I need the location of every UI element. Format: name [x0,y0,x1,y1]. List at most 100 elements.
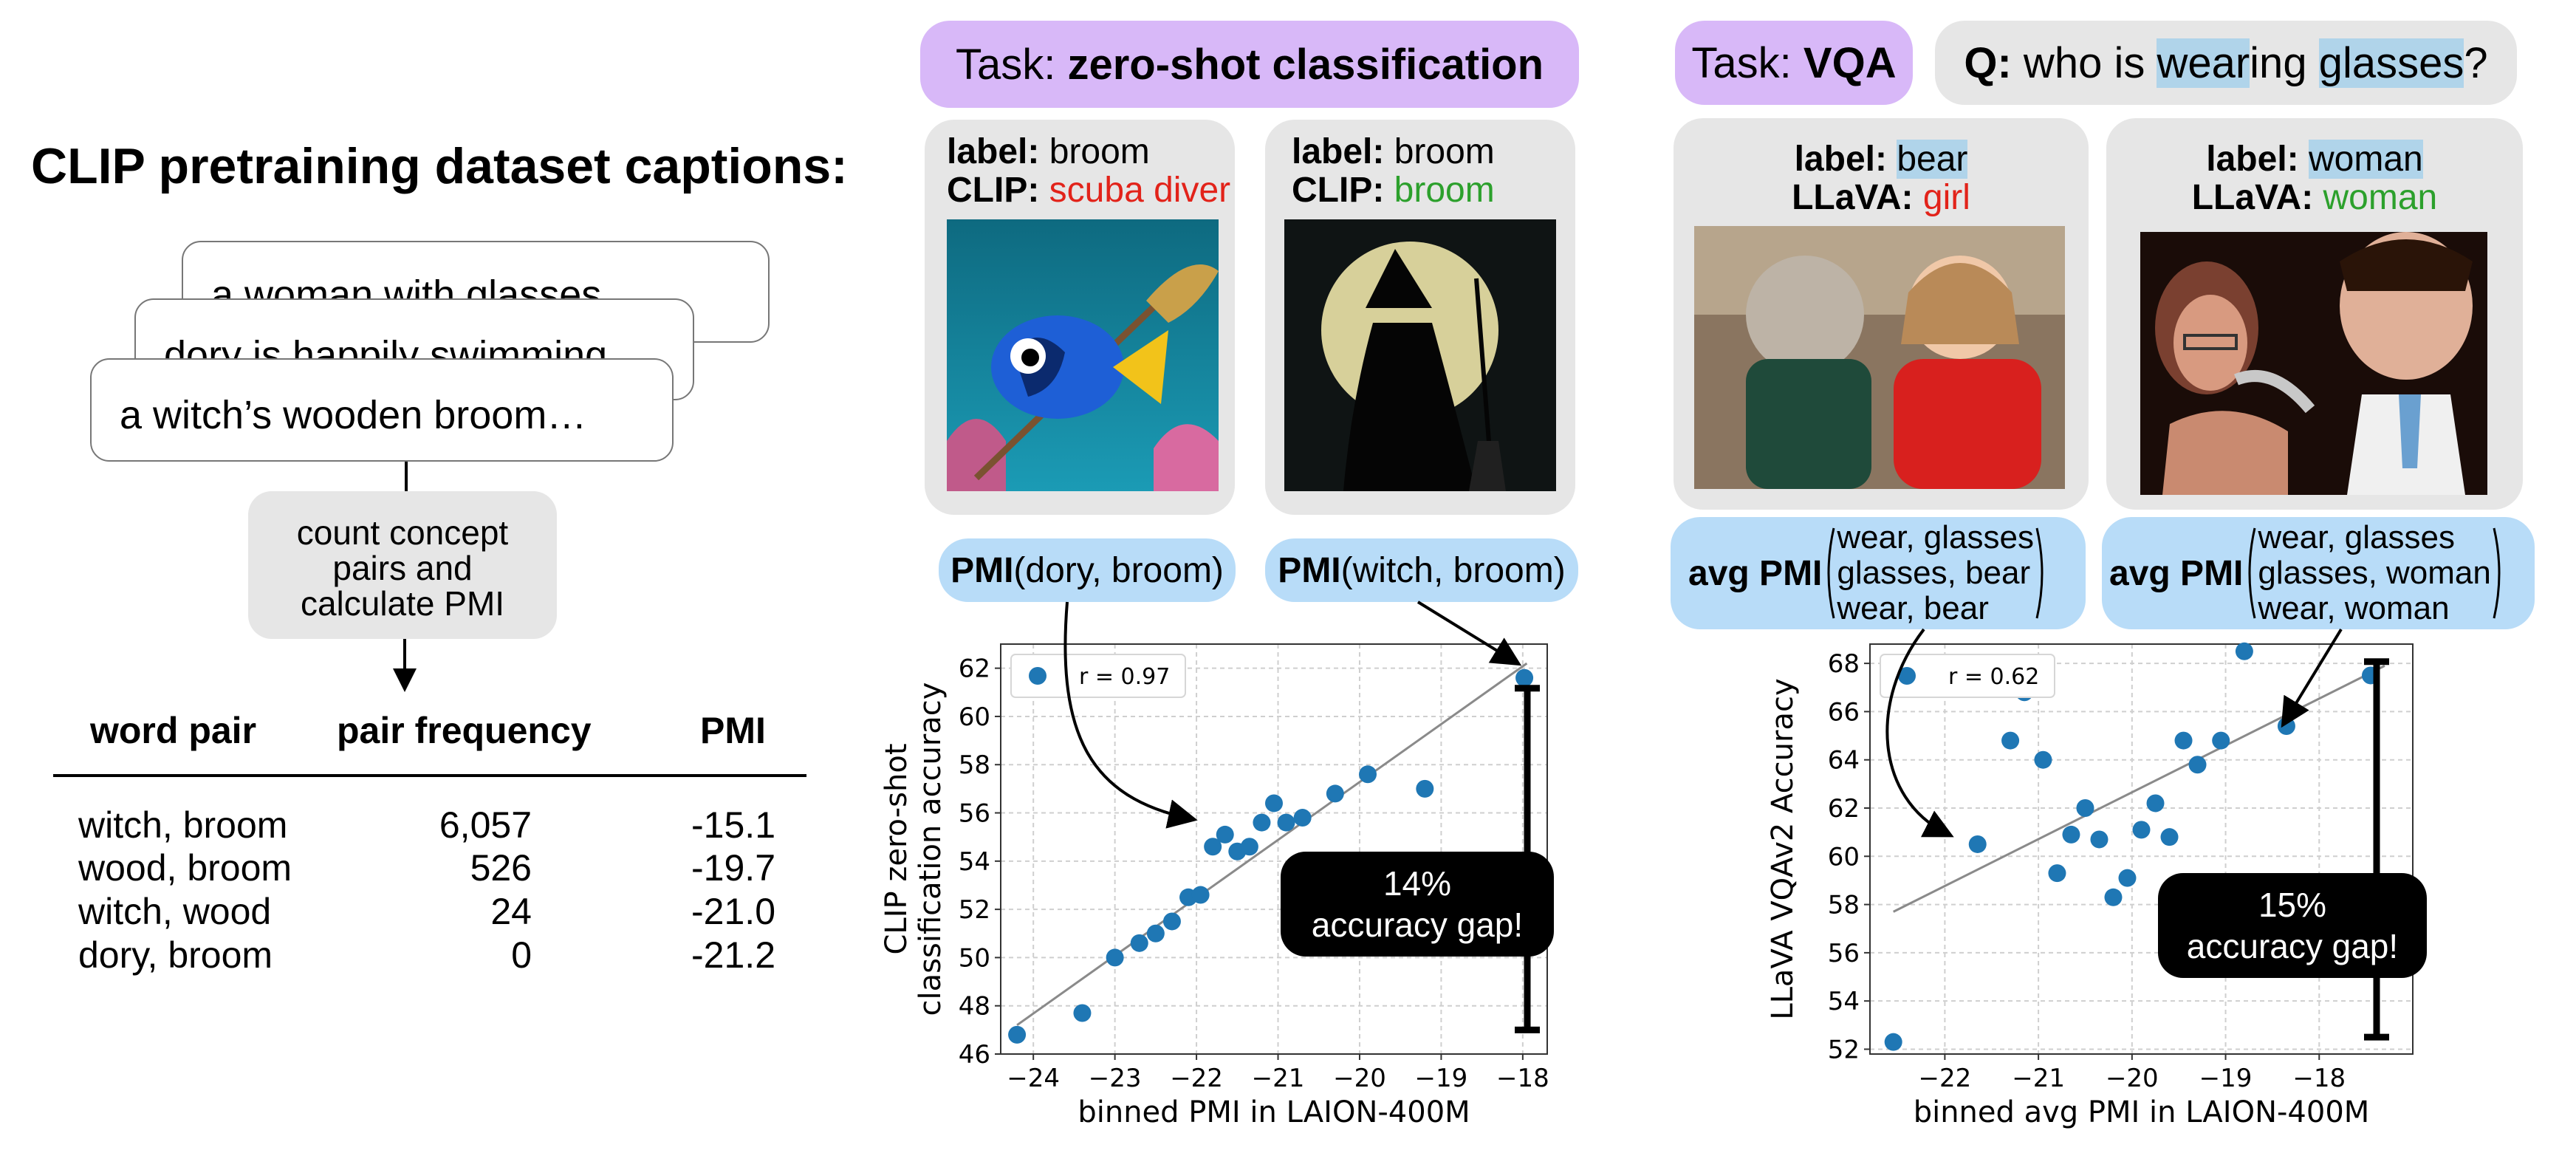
data-point [1277,813,1295,832]
table-header-pmi: PMI [700,710,766,751]
table-cell: wood, broom [78,847,292,889]
data-point [1265,794,1283,812]
y-tick-label: 48 [959,992,990,1022]
data-point [1293,809,1312,827]
data-point [2090,830,2109,849]
data-point [2104,888,2123,906]
gap-text: accuracy gap! [1311,906,1524,944]
y-tick-label: 58 [1828,891,1860,920]
question-text: ? [2464,38,2488,87]
paren-right-icon [2493,527,2501,619]
pmi-pair: wear, glasses [1837,519,2034,555]
y-tick-label: 64 [1828,746,1860,776]
y-tick-label: 60 [959,702,990,732]
pred-key: LLaVA: [2191,178,2314,217]
plot-frame [1869,643,2414,1055]
page-title: CLIP pretraining dataset captions: [31,138,848,194]
data-point [1008,1025,1027,1044]
data-point [2174,731,2193,750]
card-label-line: label: broom [1292,133,1495,171]
data-point [1073,1004,1092,1022]
table-cell: witch, wood [78,891,272,932]
data-point [2048,864,2066,883]
data-point [2212,731,2230,750]
data-point [2132,821,2151,839]
label-key: label: [947,132,1040,171]
table-cell: 0 [511,934,532,976]
legend-marker [1898,667,1916,685]
label-key: label: [1292,132,1385,171]
card-pred-line: CLIP: broom [1292,171,1495,210]
table-header-word-pair: word pair [90,710,257,751]
data-point [1130,934,1148,952]
y-tick-label: 46 [959,1040,990,1070]
x-tick-label: −20 [2106,1064,2159,1093]
table-rule [53,774,806,777]
x-tick-label: −21 [2012,1064,2065,1093]
y-tick-label: 52 [959,895,990,925]
dory-broom-image [947,219,1219,491]
clip-card-dory: label: broom CLIP: scuba diver [925,120,1235,515]
pred-value: broom [1394,171,1495,210]
x-tick-label: −19 [1415,1064,1468,1093]
bear-girl-image [1694,226,2065,489]
pmi-args: (dory, broom) [1013,550,1224,590]
table-header-frequency: pair frequency [337,710,592,751]
paren-right-icon [2035,527,2044,619]
chart-llava-scatter: −22 −21 −20 −19 −18 52 54 56 58 60 62 64 66 68 binned … [1766,642,2414,1129]
data-point [1204,838,1222,856]
y-axis-label: classification accuracy [914,682,948,1016]
pmi-pair: wear, woman [2258,590,2450,626]
legend-label: r = 0.62 [1948,664,2039,690]
gap-callout-llava: 15% accuracy gap! [2158,873,2427,978]
data-point [1968,835,1987,853]
pmi-pair: glasses, woman [2258,555,2491,591]
process-box: count concept pairs and calculate PMI [248,491,557,639]
vqa-card-woman: label: woman LLaVA: woman [2106,118,2523,510]
y-axis-label: CLIP zero-shot [880,743,914,954]
card-pred-line: LLaVA: girl [1674,179,2089,217]
card-label-line: label: woman [2106,140,2523,179]
y-tick-label: 68 [1828,649,1860,679]
table-cell: -15.1 [691,804,775,846]
label-value: woman [2308,140,2423,179]
pred-value: girl [1922,178,1970,217]
y-tick-label: 56 [1828,939,1860,968]
table-cell: 6,057 [439,804,532,846]
gap-percent: 15% [2258,886,2327,924]
fit-line [1016,662,1528,1027]
y-tick-label: 62 [1828,794,1860,824]
label-value: broom [1049,132,1150,171]
legend-box [1010,654,1186,698]
caption-text: a witch’s wooden broom… [120,393,587,437]
table-cell: 24 [490,891,532,932]
data-point [1106,948,1124,967]
table-cell: -21.2 [691,934,775,976]
card-pred-line: LLaVA: woman [2106,179,2523,217]
pmi-pair: glasses, bear [1837,555,2031,591]
data-point [2034,750,2052,769]
label-key: label: [2206,140,2299,179]
y-axis-label: LLaVA VQAv2 Accuracy [1766,678,1800,1019]
paren-left-icon [1827,527,1835,619]
data-point [1326,784,1344,803]
table-cell: dory, broom [78,934,273,976]
data-point [2118,869,2137,887]
data-point [1146,924,1165,942]
pmi-bold: avg PMI [1688,553,1823,593]
x-tick-label: −22 [1170,1064,1223,1093]
x-tick-label: −19 [2199,1064,2253,1093]
question-text: ing [2250,38,2319,87]
data-point [2062,825,2080,844]
table-cell: -19.7 [691,847,775,889]
y-tick-label: 58 [959,750,990,780]
data-point [2188,756,2207,774]
pmi-pair: wear, bear [1837,590,1989,626]
pmi-pair: wear, glasses [2258,519,2455,555]
pmi-bold: PMI [950,550,1014,590]
pmi-bold: PMI [1278,550,1341,590]
data-point [1162,912,1181,931]
task-name: VQA [1803,38,1897,87]
y-tick-label: 56 [959,799,990,829]
process-line: count concept [296,513,509,552]
